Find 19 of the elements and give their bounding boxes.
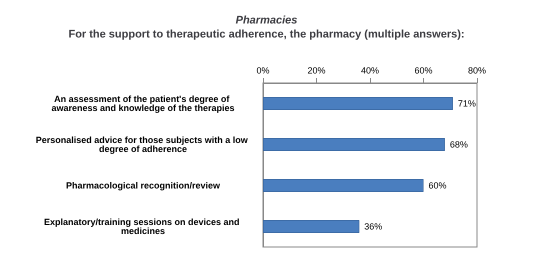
bar [263,97,453,110]
bar [263,220,360,233]
x-tick-label: 80% [468,66,486,76]
data-label: 36% [364,222,382,232]
chart-title: Pharmacies [236,14,298,26]
y-tick-label: Explanatory/training sessions on devices and medicines [44,217,242,236]
data-label: 60% [428,180,447,190]
x-tick-label: 40% [360,66,380,76]
data-label: 71% [458,98,476,108]
y-tick-label: Personalised advice for those subjects with a low degree of adherence [36,135,250,154]
bar [263,138,445,151]
x-tick-label: 20% [307,66,326,76]
y-tick-label: Pharmacological recognition/review [66,180,222,190]
bar [263,179,424,192]
data-label: 68% [450,140,468,150]
chart-subtitle: For the support to therapeutic adherence, the pharmacy (multiple answers): [68,28,465,40]
x-tick-label: 0% [256,66,270,76]
y-tick-label: An assessment of the patient's degree of awareness and knowledge of the therapies [51,94,235,113]
x-tick-label: 60% [414,66,433,76]
